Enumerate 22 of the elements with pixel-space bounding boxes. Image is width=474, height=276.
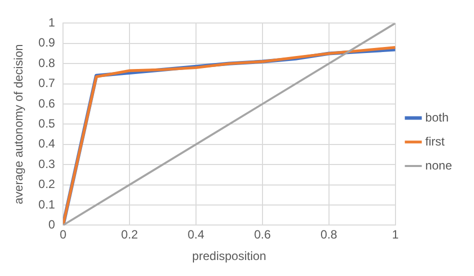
legend-label: both xyxy=(425,110,449,124)
y-tick-label: 0.2 xyxy=(38,177,56,192)
y-tick-label: 0.7 xyxy=(38,76,56,90)
y-tick-label: 0.6 xyxy=(38,96,56,110)
y-tick-label: 0.8 xyxy=(38,56,56,70)
x-tick-label: 1 xyxy=(392,228,399,242)
x-axis-title: predisposition xyxy=(192,249,266,264)
y-axis-title: average autonomy of decision xyxy=(12,44,26,204)
y-tick-label: 1 xyxy=(48,16,56,30)
y-tick-label: 0.9 xyxy=(38,36,56,50)
x-tick-label: 0.2 xyxy=(121,228,138,242)
y-tick-label: 0.4 xyxy=(38,136,56,151)
x-tick-label: 0.6 xyxy=(254,228,272,242)
x-tick-label: 0.4 xyxy=(188,228,205,242)
x-tick-label: 0.8 xyxy=(320,228,338,242)
y-tick-label: 0.5 xyxy=(38,116,56,131)
legend-label: first xyxy=(425,134,446,148)
y-tick-label: 0.3 xyxy=(38,156,56,171)
x-tick-label: 0 xyxy=(60,228,67,242)
legend-label: none xyxy=(425,158,452,172)
y-tick-label: 0 xyxy=(48,218,56,232)
y-tick-label: 0.1 xyxy=(38,197,56,212)
